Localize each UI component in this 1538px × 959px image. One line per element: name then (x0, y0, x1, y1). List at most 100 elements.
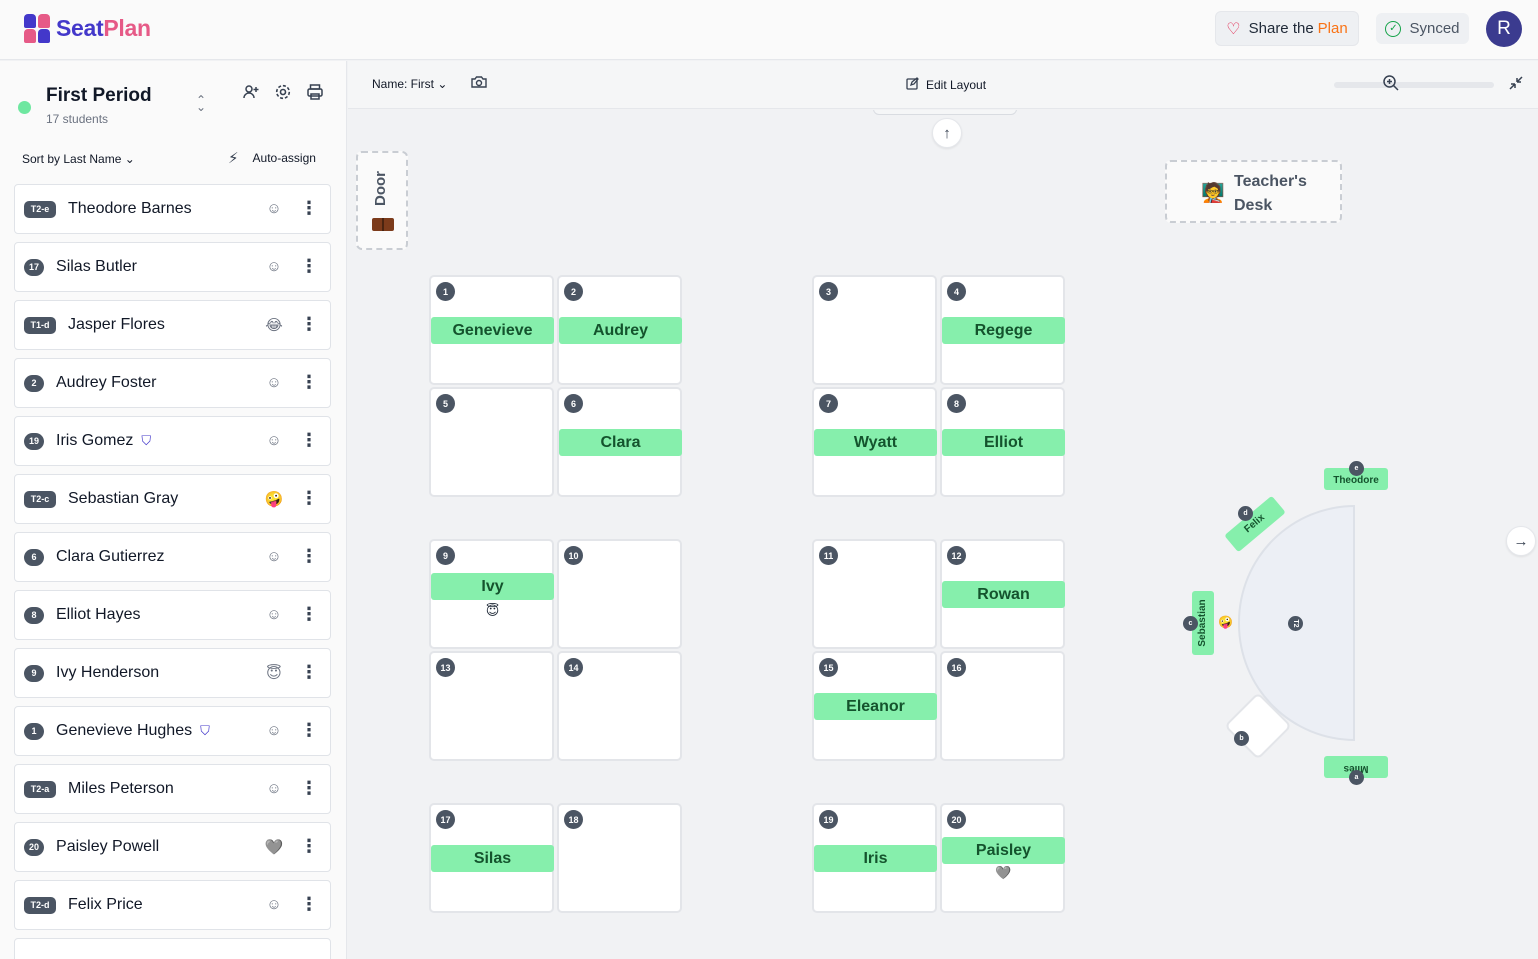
more-options-icon[interactable]: ⋮ (300, 894, 318, 914)
more-options-icon[interactable]: ⋮ (300, 720, 318, 740)
student-row[interactable]: 9 Ivy Henderson 😇 ⋮ (14, 648, 331, 698)
share-label: Share the (1248, 20, 1314, 37)
seat-number: 9 (436, 546, 455, 565)
name-format-select[interactable]: Name: First ⌄ (372, 77, 448, 91)
student-row[interactable] (14, 938, 331, 959)
more-options-icon[interactable]: ⋮ (300, 256, 318, 276)
student-row[interactable]: T2-c Sebastian Gray 🤪 ⋮ (14, 474, 331, 524)
seated-student[interactable]: Ivy (431, 573, 554, 600)
emote-icon[interactable]: ☺ (266, 548, 282, 565)
seat-14[interactable]: 14 (557, 651, 682, 761)
student-row[interactable]: T1-d Jasper Flores 😂 ⋮ (14, 300, 331, 350)
round-seat-e[interactable]: Theodore (1324, 468, 1388, 490)
emote-icon[interactable]: ☺ (266, 722, 282, 739)
emote-icon[interactable]: ☺ (266, 896, 282, 913)
collapse-icon[interactable] (1508, 75, 1524, 96)
emote-icon[interactable]: ☺ (266, 258, 282, 275)
teachers-desk[interactable]: 🧑‍🏫 Teacher's Desk (1165, 160, 1342, 223)
student-row[interactable]: T2-e Theodore Barnes ☺ ⋮ (14, 184, 331, 234)
seat-18[interactable]: 18 (557, 803, 682, 913)
user-avatar[interactable]: R (1486, 11, 1522, 47)
seated-student[interactable]: Elliot (942, 429, 1065, 456)
share-plan-button[interactable]: ♡ Share the Plan (1215, 11, 1359, 46)
seat-11[interactable]: 11 (812, 539, 937, 649)
student-name: Ivy Henderson (56, 664, 160, 681)
seated-student[interactable]: Iris (814, 845, 937, 872)
auto-assign-button[interactable]: ⚡ Auto-assign (228, 149, 316, 167)
print-icon[interactable] (305, 83, 325, 103)
more-options-icon[interactable]: ⋮ (300, 488, 318, 508)
edit-layout-button[interactable]: Edit Layout (906, 77, 986, 93)
emote-icon[interactable]: 🩶 (264, 839, 284, 856)
student-row[interactable]: T2-d Felix Price ☺ ⋮ (14, 880, 331, 930)
seat-3[interactable]: 3 (812, 275, 937, 385)
more-options-icon[interactable]: ⋮ (300, 372, 318, 392)
door[interactable]: Door (356, 151, 408, 250)
more-options-icon[interactable]: ⋮ (300, 778, 318, 798)
seated-student[interactable]: Genevieve (431, 317, 554, 344)
seat-20[interactable]: 20 Paisley 🩶 (940, 803, 1065, 913)
student-row[interactable]: 17 Silas Butler ☺ ⋮ (14, 242, 331, 292)
seat-2[interactable]: 2 Audrey (557, 275, 682, 385)
sync-status[interactable]: ✓ Synced (1376, 13, 1469, 44)
emote-icon[interactable]: ☺ (266, 374, 282, 391)
camera-icon[interactable] (471, 75, 487, 93)
student-row[interactable]: 6 Clara Gutierrez ☺ ⋮ (14, 532, 331, 582)
seated-student[interactable]: Audrey (559, 317, 682, 344)
arrow-up-icon[interactable]: ↑ (932, 118, 962, 148)
emote-icon[interactable]: ☺ (266, 780, 282, 797)
period-title[interactable]: First Period (46, 85, 152, 106)
seated-student[interactable]: Rowan (942, 581, 1065, 608)
student-row[interactable]: T2-a Miles Peterson ☺ ⋮ (14, 764, 331, 814)
seat-19[interactable]: 19 Iris (812, 803, 937, 913)
zoom-slider[interactable] (1334, 82, 1494, 88)
zoom-in-icon[interactable] (1382, 74, 1400, 97)
seat-15[interactable]: 15 Eleanor (812, 651, 937, 761)
seat-7[interactable]: 7 Wyatt (812, 387, 937, 497)
more-options-icon[interactable]: ⋮ (300, 430, 318, 450)
brand-name: SeatPlan (56, 14, 151, 41)
seat-5[interactable]: 5 (429, 387, 554, 497)
seat-17[interactable]: 17 Silas (429, 803, 554, 913)
seated-student[interactable]: Paisley (942, 837, 1065, 864)
seat-6[interactable]: 6 Clara (557, 387, 682, 497)
more-options-icon[interactable]: ⋮ (300, 604, 318, 624)
seated-student[interactable]: Eleanor (814, 693, 937, 720)
emote-icon[interactable]: ☺ (266, 606, 282, 623)
student-name: Elliot Hayes (56, 606, 141, 623)
seat-10[interactable]: 10 (557, 539, 682, 649)
gear-icon[interactable] (273, 83, 293, 103)
emote-icon[interactable]: 😂 (265, 317, 283, 334)
seat-9[interactable]: 9 Ivy 😇 (429, 539, 554, 649)
emote-icon[interactable]: ☺ (266, 200, 282, 217)
seated-student[interactable]: Regege (942, 317, 1065, 344)
more-options-icon[interactable]: ⋮ (300, 662, 318, 682)
more-options-icon[interactable]: ⋮ (300, 198, 318, 218)
student-row[interactable]: 8 Elliot Hayes ☺ ⋮ (14, 590, 331, 640)
sort-dropdown[interactable]: Sort by Last Name ⌄ (22, 152, 135, 166)
logo[interactable]: SeatPlan (22, 12, 151, 44)
more-options-icon[interactable]: ⋮ (300, 314, 318, 334)
seat-13[interactable]: 13 (429, 651, 554, 761)
seated-student[interactable]: Silas (431, 845, 554, 872)
shield-icon: ⛉ (200, 723, 210, 738)
seat-16[interactable]: 16 (940, 651, 1065, 761)
seat-1[interactable]: 1 Genevieve (429, 275, 554, 385)
emote-icon[interactable]: 😇 (266, 665, 282, 682)
more-options-icon[interactable]: ⋮ (300, 836, 318, 856)
arrow-right-icon[interactable]: → (1506, 526, 1536, 556)
student-row[interactable]: 2 Audrey Foster ☺ ⋮ (14, 358, 331, 408)
more-options-icon[interactable]: ⋮ (300, 546, 318, 566)
seated-student[interactable]: Clara (559, 429, 682, 456)
student-row[interactable]: 20 Paisley Powell 🩶 ⋮ (14, 822, 331, 872)
emote-icon[interactable]: ☺ (266, 432, 282, 449)
student-row[interactable]: 1 Genevieve Hughes ⛉ ☺ ⋮ (14, 706, 331, 756)
add-student-icon[interactable] (241, 83, 261, 103)
student-row[interactable]: 19 Iris Gomez ⛉ ☺ ⋮ (14, 416, 331, 466)
period-switch-icon[interactable]: ⌃ ⌄ (196, 93, 207, 114)
seated-student[interactable]: Wyatt (814, 429, 937, 456)
seat-4[interactable]: 4 Regege (940, 275, 1065, 385)
seat-8[interactable]: 8 Elliot (940, 387, 1065, 497)
emote-icon[interactable]: 🤪 (264, 491, 284, 508)
seat-12[interactable]: 12 Rowan (940, 539, 1065, 649)
